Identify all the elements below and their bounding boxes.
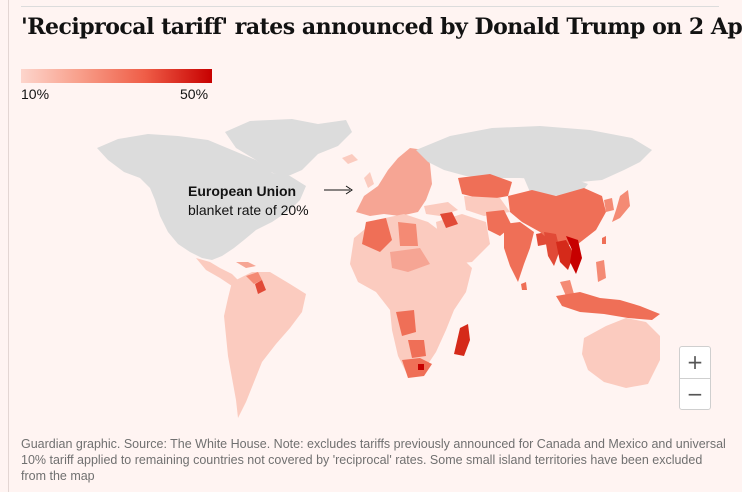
kazakhstan	[458, 174, 512, 200]
myanmar	[544, 232, 560, 266]
thailand-cambodia	[556, 240, 574, 270]
japan	[612, 190, 630, 222]
left-rule	[8, 0, 9, 492]
zoom-divider	[680, 378, 710, 379]
zoom-control: + −	[679, 346, 711, 410]
mongolia	[524, 176, 588, 196]
venezuela	[246, 272, 262, 284]
annotation-title: European Union	[188, 183, 297, 199]
africa	[350, 214, 472, 376]
botswana	[408, 340, 426, 358]
taiwan	[602, 236, 606, 244]
north-america	[97, 134, 306, 260]
annotation-arrow-head	[345, 185, 353, 195]
malaysia	[560, 280, 574, 296]
uk	[364, 172, 374, 188]
legend-min-label: 10%	[21, 86, 50, 102]
philippines	[596, 260, 606, 282]
guyana	[255, 280, 266, 294]
korea	[604, 198, 614, 212]
zoom-out-button[interactable]: −	[680, 379, 710, 410]
iceland	[342, 154, 358, 164]
vietnam-laos	[566, 236, 582, 274]
russia	[416, 126, 652, 182]
australia	[582, 318, 660, 388]
indonesia	[556, 292, 660, 320]
zoom-in-button[interactable]: +	[680, 347, 710, 378]
south-america	[224, 272, 306, 418]
india	[504, 222, 534, 282]
sri-lanka	[521, 282, 527, 290]
chart-title: 'Reciprocal tariff' rates announced by D…	[21, 14, 742, 40]
source-note: Guardian graphic. Source: The White Hous…	[21, 437, 726, 483]
madagascar	[454, 324, 470, 356]
legend-gradient-bar	[21, 69, 212, 83]
central-america	[196, 258, 240, 286]
china	[508, 188, 606, 246]
caribbean	[236, 262, 256, 268]
top-rule	[21, 6, 719, 7]
legend-max-label: 50%	[180, 86, 209, 102]
sub-saharan-band	[390, 248, 430, 272]
annotation-subtitle: blanket rate of 20%	[188, 202, 309, 218]
south-africa	[402, 358, 432, 378]
lesotho	[418, 364, 424, 370]
europe	[356, 148, 432, 216]
libya	[398, 222, 418, 246]
angola	[396, 310, 416, 336]
algeria	[362, 218, 392, 252]
greenland	[225, 119, 352, 177]
syria-iraq	[440, 212, 458, 228]
